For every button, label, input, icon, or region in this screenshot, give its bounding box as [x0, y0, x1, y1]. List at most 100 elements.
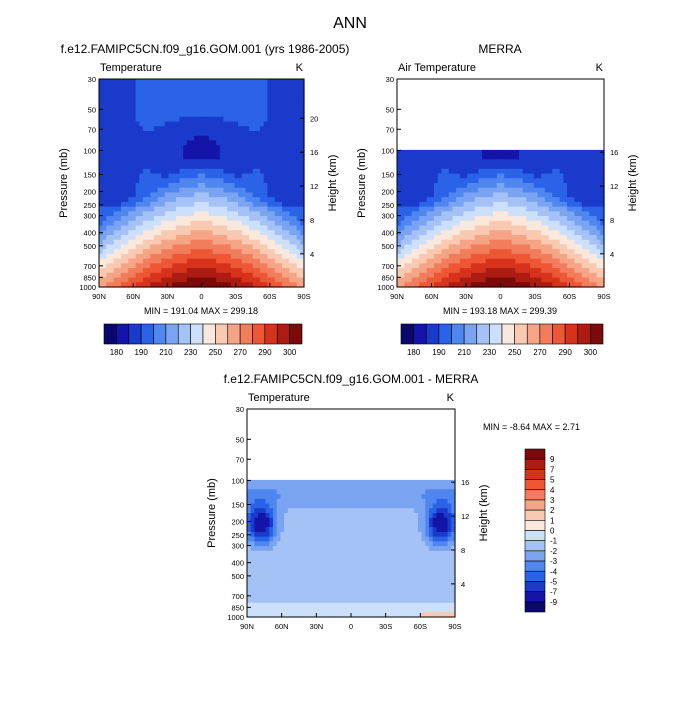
heatmap-cell — [597, 207, 601, 212]
heatmap-cell — [242, 244, 246, 249]
heatmap-cell — [401, 211, 405, 216]
heatmap-cell — [408, 178, 412, 183]
heatmap-cell — [419, 169, 423, 174]
heatmap-cell — [249, 169, 253, 174]
heatmap-cell — [460, 259, 464, 264]
heatmap-cell — [245, 268, 249, 273]
heatmap-cell — [242, 93, 246, 98]
heatmap-cell — [271, 207, 275, 212]
heatmap-cell — [504, 244, 508, 249]
heatmap-cell — [486, 207, 490, 212]
height-tick-label: 8 — [610, 216, 614, 225]
panel-title: MERRA — [478, 42, 521, 56]
heatmap-cell — [187, 155, 191, 160]
heatmap-cell — [231, 192, 235, 197]
heatmap-cell — [597, 263, 601, 268]
heatmap-cell — [396, 541, 400, 546]
heatmap-cell — [412, 174, 416, 179]
heatmap-cell — [541, 207, 545, 212]
heatmap-cell — [191, 98, 195, 103]
heatmap-cell — [110, 216, 114, 221]
heatmap-cell — [460, 278, 464, 283]
heatmap-cell — [508, 183, 512, 188]
heatmap-cell — [475, 197, 479, 202]
heatmap-cell — [278, 278, 282, 283]
heatmap-cell — [234, 84, 238, 89]
heatmap-cell — [501, 259, 505, 264]
heatmap-cell — [234, 178, 238, 183]
heatmap-cell — [418, 537, 422, 542]
heatmap-cell — [209, 107, 213, 112]
heatmap-cell — [231, 249, 235, 254]
heatmap-cell — [489, 226, 493, 231]
heatmap-cell — [110, 131, 114, 136]
heatmap-cell — [128, 263, 132, 268]
heatmap-cell — [489, 202, 493, 207]
heatmap-cell — [194, 183, 198, 188]
heatmap-cell — [423, 259, 427, 264]
heatmap-cell — [482, 178, 486, 183]
heatmap-cell — [448, 537, 452, 542]
heatmap-cell — [180, 122, 184, 127]
heatmap-cell — [430, 207, 434, 212]
heatmap-cell — [238, 93, 242, 98]
heatmap-cell — [209, 117, 213, 122]
heatmap-cell — [310, 508, 314, 513]
heatmap-cell — [169, 79, 173, 84]
heatmap-cell — [220, 178, 224, 183]
heatmap-cell — [482, 211, 486, 216]
heatmap-cell — [508, 221, 512, 226]
heatmap-cell — [205, 155, 209, 160]
heatmap-cell — [242, 131, 246, 136]
heatmap-cell — [227, 169, 231, 174]
heatmap-cell — [147, 244, 151, 249]
heatmap-cell — [271, 216, 275, 221]
heatmap-cell — [388, 480, 392, 485]
heatmap-cell — [121, 140, 125, 145]
heatmap-cell — [227, 131, 231, 136]
heatmap-cell — [422, 480, 426, 485]
heatmap-cell — [220, 164, 224, 169]
heatmap-cell — [249, 174, 253, 179]
heatmap-cell — [399, 494, 403, 499]
heatmap-cell — [574, 178, 578, 183]
heatmap-cell — [256, 140, 260, 145]
heatmap-cell — [397, 268, 401, 273]
heatmap-cell — [136, 230, 140, 235]
heatmap-cell — [220, 131, 224, 136]
heatmap-cell — [139, 202, 143, 207]
heatmap-cell — [260, 93, 264, 98]
heatmap-cell — [125, 259, 129, 264]
heatmap-cell — [449, 169, 453, 174]
heatmap-cell — [430, 263, 434, 268]
heatmap-cell — [582, 244, 586, 249]
heatmap-cell — [464, 192, 468, 197]
heatmap-cell — [212, 150, 216, 155]
heatmap-cell — [366, 518, 370, 523]
heatmap-cell — [297, 136, 301, 141]
heatmap-cell — [278, 235, 282, 240]
heatmap-cell — [493, 178, 497, 183]
heatmap-cell — [414, 499, 418, 504]
heatmap-cell — [260, 159, 264, 164]
heatmap-cell — [143, 103, 147, 108]
heatmap-cell — [449, 230, 453, 235]
heatmap-cell — [256, 112, 260, 117]
heatmap-cell — [401, 150, 405, 155]
heatmap-cell — [467, 254, 471, 259]
heatmap-cell — [381, 541, 385, 546]
heatmap-cell — [297, 268, 301, 273]
heatmap-cell — [169, 263, 173, 268]
heatmap-cell — [136, 169, 140, 174]
heatmap-cell — [139, 117, 143, 122]
heatmap-cell — [125, 145, 129, 150]
heatmap-cell — [139, 98, 143, 103]
heatmap-cell — [430, 259, 434, 264]
heatmap-cell — [266, 480, 270, 485]
heatmap-cell — [403, 489, 407, 494]
heatmap-cell — [231, 221, 235, 226]
heatmap-cell — [194, 169, 198, 174]
heatmap-cell — [366, 494, 370, 499]
heatmap-cell — [332, 489, 336, 494]
heatmap-cell — [563, 211, 567, 216]
